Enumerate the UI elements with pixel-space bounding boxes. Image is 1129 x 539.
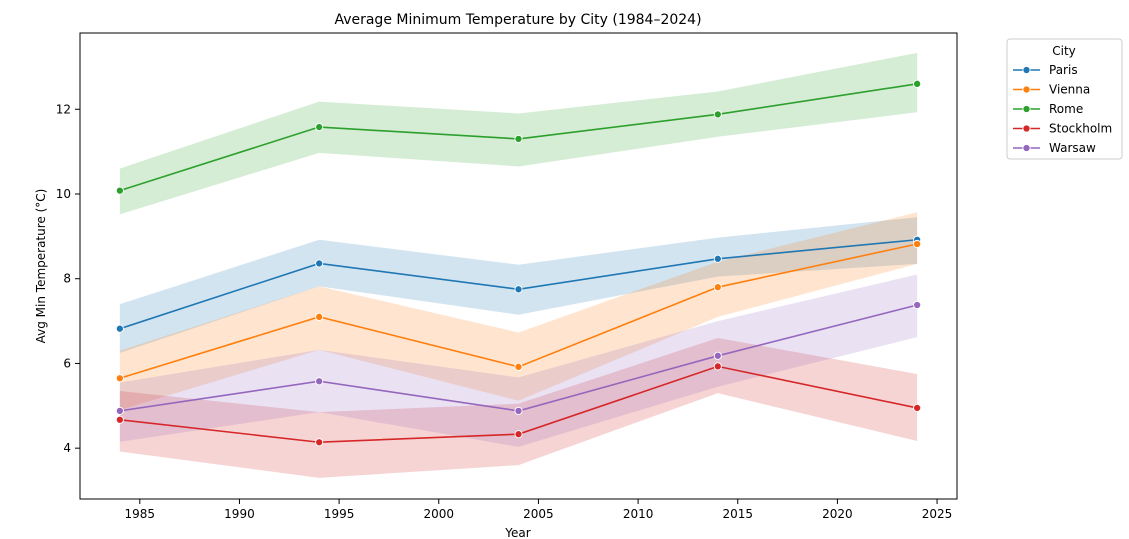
x-axis: 1985 1990 1995 2000 2005 2010 2015 2020 2025 [125,499,953,521]
x-tick-label: 2000 [423,507,454,521]
x-tick-label: 2010 [623,507,654,521]
legend-marker-paris [1022,65,1031,75]
legend-label-vienna: Vienna [1049,83,1090,97]
point-rome-1984 [115,186,124,195]
point-vienna-2004 [514,362,523,371]
point-rome-2014 [713,110,722,119]
x-tick-label: 1985 [125,507,156,521]
point-warsaw-1994 [315,377,324,386]
legend-items: Paris Vienna Rome Stockholm Warsaw [1013,63,1112,155]
point-rome-1994 [315,122,324,132]
legend-marker-stockholm [1022,124,1031,133]
x-tick-label: 1995 [324,507,355,521]
point-vienna-2024 [913,239,922,249]
x-tick-label: 2025 [922,507,953,521]
band-rome [119,52,918,215]
point-warsaw-2024 [913,300,922,310]
point-paris-2014 [713,254,722,263]
x-axis-label: Year [504,526,530,539]
legend-marker-rome [1022,104,1031,114]
legend-item-stockholm: Stockholm [1013,122,1112,136]
x-tick-label: 2020 [822,507,853,521]
x-tick-label: 2015 [722,507,753,521]
point-warsaw-2014 [713,351,722,360]
point-paris-1984 [115,324,124,333]
plot-area [79,32,958,500]
point-stockholm-1984 [115,415,124,424]
series-markers [115,79,922,447]
y-tick-label: 10 [56,187,71,201]
point-stockholm-2014 [713,362,722,371]
legend-item-warsaw: Warsaw [1013,141,1096,155]
legend-label-stockholm: Stockholm [1049,122,1112,136]
chart-title: Average Minimum Temperature by City (198… [334,12,701,28]
legend-label-warsaw: Warsaw [1049,141,1096,155]
legend-label-rome: Rome [1049,102,1083,116]
legend-marker-warsaw [1022,143,1031,153]
legend-item-paris: Paris [1013,63,1078,77]
plot-frame [79,32,958,500]
point-rome-2004 [514,134,523,143]
point-vienna-1994 [315,312,324,321]
y-axis-label: Avg Min Temperature (°C) [34,189,48,344]
point-stockholm-2024 [913,403,922,412]
legend: City Paris Vienna Rome Stockholm Warsaw [1006,38,1123,160]
y-tick-label: 4 [63,441,71,455]
point-warsaw-1984 [115,406,124,415]
point-rome-2024 [913,79,922,88]
legend-item-rome: Rome [1013,102,1083,116]
y-tick-label: 12 [56,102,71,116]
y-axis: 4 6 8 10 12 [56,102,80,455]
legend-title: City [1052,44,1076,58]
point-paris-1994 [315,259,324,268]
legend-label-paris: Paris [1049,63,1078,77]
band-paris [119,217,918,353]
point-vienna-1984 [115,374,124,383]
y-tick-label: 8 [63,272,71,286]
x-tick-label: 2005 [523,507,554,521]
point-stockholm-1994 [315,438,324,447]
x-tick-label: 1990 [224,507,255,521]
y-tick-label: 6 [63,356,71,370]
point-vienna-2014 [713,283,722,292]
point-stockholm-2004 [514,430,523,439]
band-warsaw [119,274,918,447]
point-paris-2004 [514,285,523,294]
legend-item-vienna: Vienna [1013,83,1090,97]
legend-marker-vienna [1022,85,1031,94]
point-warsaw-2004 [514,406,523,415]
